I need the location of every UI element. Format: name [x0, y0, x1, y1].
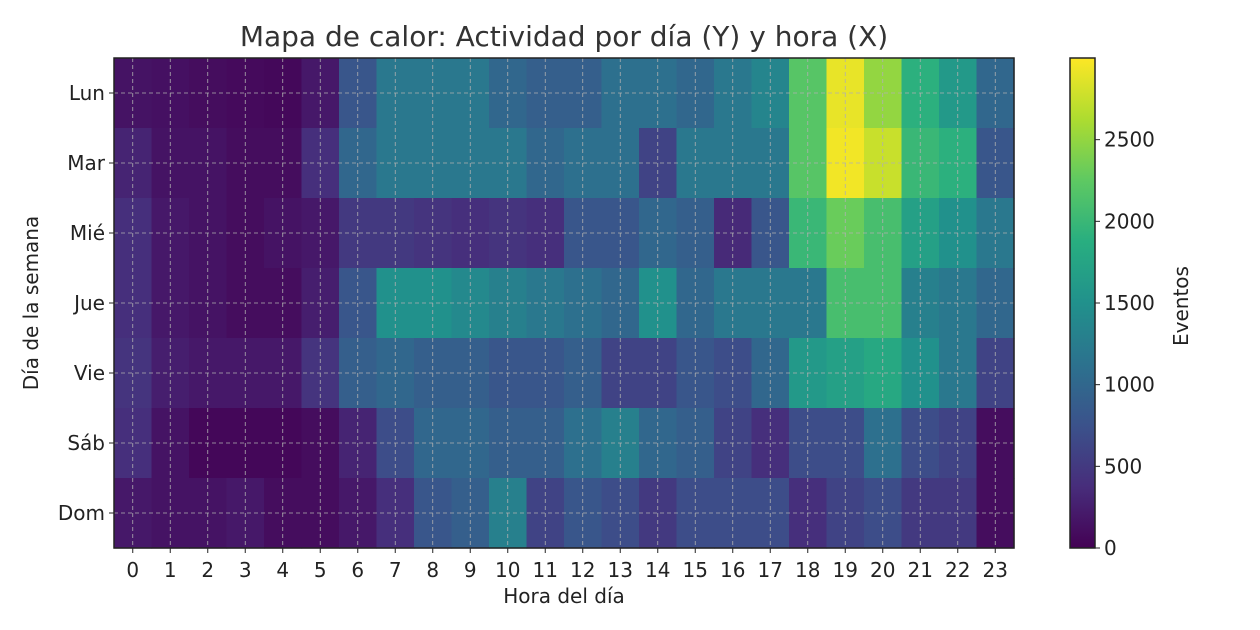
- x-tick-label: 23: [983, 558, 1008, 582]
- x-tick-label: 17: [758, 558, 783, 582]
- x-tick-label: 7: [389, 558, 402, 582]
- y-tick-label: Vie: [74, 361, 105, 385]
- grid-lines: [114, 58, 1014, 548]
- x-tick-label: 10: [495, 558, 520, 582]
- colorbar-tick-label: 2500: [1104, 128, 1155, 152]
- x-tick-label: 3: [239, 558, 252, 582]
- x-tick-label: 0: [126, 558, 139, 582]
- x-tick-label: 12: [570, 558, 595, 582]
- x-tick-label: 21: [908, 558, 933, 582]
- x-tick-label: 2: [201, 558, 214, 582]
- x-tick-label: 11: [533, 558, 558, 582]
- y-tick-label: Lun: [69, 81, 105, 105]
- colorbar-tick-label: 2000: [1104, 209, 1155, 233]
- colorbar-tick-label: 0: [1104, 536, 1117, 560]
- x-tick-label: 16: [720, 558, 745, 582]
- x-tick-label: 19: [833, 558, 858, 582]
- y-tick-label: Mar: [67, 151, 106, 175]
- x-tick-label: 1: [164, 558, 177, 582]
- colorbar-tick-label: 1500: [1104, 291, 1155, 315]
- chart-title: Mapa de calor: Actividad por día (Y) y h…: [240, 20, 888, 53]
- x-tick-label: 20: [870, 558, 895, 582]
- x-tick-label: 13: [608, 558, 633, 582]
- y-tick-label: Dom: [58, 501, 105, 525]
- y-tick-label: Jue: [72, 291, 105, 315]
- colorbar-tick-label: 500: [1104, 454, 1142, 478]
- y-tick-label: Sáb: [67, 431, 105, 455]
- colorbar-ticks: 0 500 1000 1500 2000 2500: [1095, 128, 1155, 560]
- y-tick-label: Mié: [70, 221, 105, 245]
- colorbar: [1069, 57, 1096, 549]
- x-tick-label: 8: [426, 558, 439, 582]
- x-tick-label: 22: [945, 558, 970, 582]
- colorbar-label: Eventos: [1169, 266, 1193, 346]
- x-axis-label: Hora del día: [503, 584, 625, 608]
- x-tick-label: 6: [351, 558, 364, 582]
- x-tick-label: 18: [795, 558, 820, 582]
- x-tick-label: 15: [683, 558, 708, 582]
- x-tick-label: 4: [276, 558, 289, 582]
- x-tick-label: 14: [645, 558, 670, 582]
- x-tick-label: 5: [314, 558, 327, 582]
- x-axis-ticks: 0 1 2 3 4 5 6 7 8 9 10 11 12 13 14 15 16 17 18 19 20 21 22 23: [126, 548, 1008, 582]
- x-tick-label: 9: [464, 558, 477, 582]
- y-axis-label: Día de la semana: [19, 216, 43, 391]
- colorbar-tick-label: 1000: [1104, 373, 1155, 397]
- y-axis-ticks: Lun Mar Mié Jue Vie Sáb Dom: [58, 81, 114, 525]
